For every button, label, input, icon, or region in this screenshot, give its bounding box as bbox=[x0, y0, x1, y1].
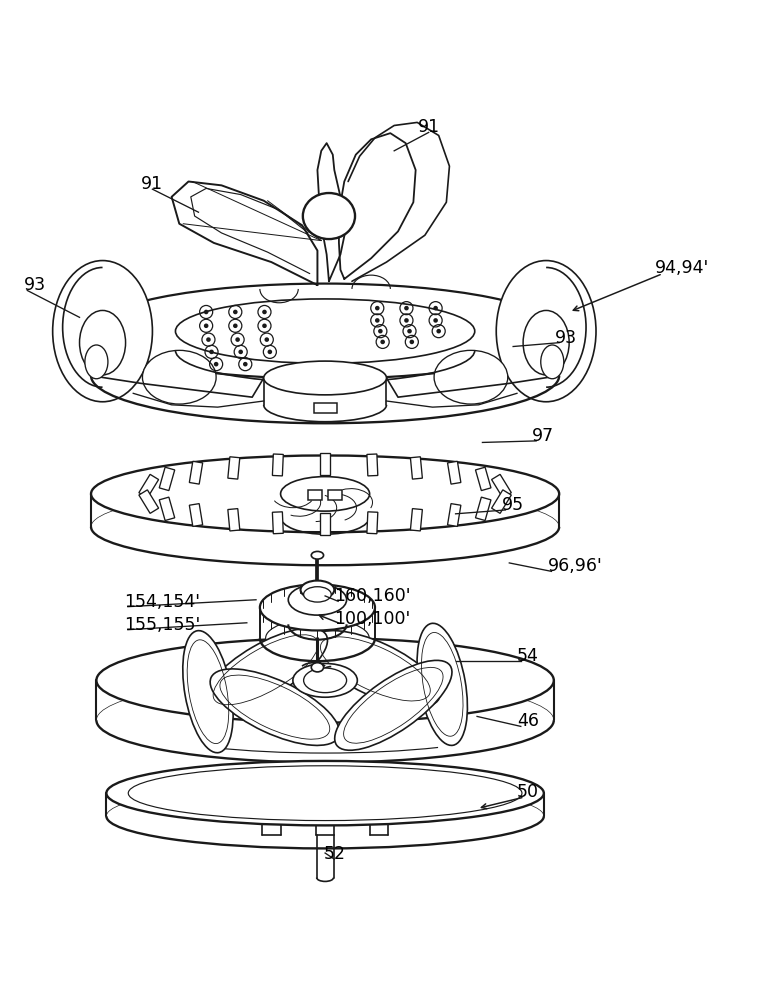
Bar bbox=[159, 497, 175, 521]
Ellipse shape bbox=[311, 631, 440, 707]
Text: 52: 52 bbox=[323, 845, 346, 863]
Text: 46: 46 bbox=[517, 712, 539, 730]
Circle shape bbox=[262, 310, 267, 314]
Bar bbox=[189, 461, 203, 484]
Circle shape bbox=[410, 340, 414, 344]
Circle shape bbox=[407, 329, 412, 333]
Circle shape bbox=[233, 323, 237, 328]
Ellipse shape bbox=[304, 587, 332, 602]
Bar bbox=[410, 509, 422, 531]
Bar bbox=[475, 467, 491, 491]
Circle shape bbox=[262, 323, 267, 328]
Text: 54: 54 bbox=[517, 647, 539, 665]
Bar bbox=[139, 490, 158, 513]
Text: 95: 95 bbox=[502, 496, 524, 514]
Circle shape bbox=[404, 306, 409, 310]
Bar bbox=[272, 454, 284, 476]
Ellipse shape bbox=[264, 361, 386, 395]
Ellipse shape bbox=[281, 477, 369, 511]
Circle shape bbox=[437, 329, 441, 333]
Circle shape bbox=[375, 318, 380, 323]
Circle shape bbox=[209, 350, 214, 354]
Circle shape bbox=[380, 340, 385, 344]
Bar bbox=[139, 474, 158, 498]
Bar bbox=[228, 457, 240, 479]
Bar bbox=[272, 512, 284, 534]
Circle shape bbox=[434, 306, 438, 310]
Circle shape bbox=[267, 350, 272, 354]
Circle shape bbox=[238, 350, 243, 354]
Ellipse shape bbox=[91, 284, 559, 379]
Ellipse shape bbox=[523, 310, 569, 375]
Ellipse shape bbox=[541, 345, 564, 379]
Ellipse shape bbox=[204, 628, 328, 711]
Circle shape bbox=[434, 318, 438, 323]
Ellipse shape bbox=[312, 663, 324, 672]
Text: 100,100': 100,100' bbox=[334, 610, 410, 628]
Bar bbox=[367, 512, 378, 534]
Circle shape bbox=[264, 337, 269, 342]
Bar bbox=[320, 513, 330, 535]
Circle shape bbox=[204, 310, 209, 314]
Ellipse shape bbox=[335, 660, 452, 750]
Bar bbox=[228, 509, 240, 531]
Bar bbox=[159, 467, 175, 491]
Circle shape bbox=[214, 362, 219, 366]
Bar bbox=[448, 461, 461, 484]
Text: 96,96': 96,96' bbox=[547, 557, 602, 575]
Circle shape bbox=[378, 329, 383, 333]
Ellipse shape bbox=[107, 761, 544, 825]
Bar bbox=[308, 490, 322, 500]
Ellipse shape bbox=[303, 193, 355, 239]
Ellipse shape bbox=[182, 631, 233, 753]
Ellipse shape bbox=[91, 455, 559, 532]
Ellipse shape bbox=[53, 261, 152, 402]
Circle shape bbox=[235, 337, 240, 342]
Bar bbox=[492, 490, 511, 513]
Text: 93: 93 bbox=[23, 276, 46, 294]
Ellipse shape bbox=[142, 350, 216, 404]
Ellipse shape bbox=[128, 766, 522, 821]
Circle shape bbox=[233, 310, 237, 314]
Ellipse shape bbox=[80, 310, 125, 375]
Circle shape bbox=[404, 318, 409, 323]
Ellipse shape bbox=[496, 261, 596, 402]
Bar bbox=[475, 497, 491, 521]
Ellipse shape bbox=[293, 663, 357, 697]
Ellipse shape bbox=[175, 299, 475, 363]
Text: 91: 91 bbox=[417, 118, 440, 136]
Bar bbox=[314, 403, 336, 413]
Text: 94,94': 94,94' bbox=[655, 259, 710, 277]
Text: 93: 93 bbox=[555, 329, 577, 347]
Ellipse shape bbox=[260, 584, 375, 630]
Circle shape bbox=[204, 323, 209, 328]
Bar bbox=[448, 504, 461, 526]
Circle shape bbox=[375, 306, 380, 310]
Ellipse shape bbox=[304, 668, 346, 693]
Text: 50: 50 bbox=[517, 783, 539, 801]
Bar bbox=[329, 490, 342, 500]
Ellipse shape bbox=[434, 350, 508, 404]
Ellipse shape bbox=[301, 581, 334, 599]
Bar bbox=[367, 454, 378, 476]
Ellipse shape bbox=[288, 584, 346, 615]
Ellipse shape bbox=[210, 669, 339, 745]
Circle shape bbox=[206, 337, 211, 342]
Bar bbox=[492, 474, 511, 498]
Text: 91: 91 bbox=[141, 175, 164, 193]
Circle shape bbox=[243, 362, 247, 366]
Ellipse shape bbox=[312, 551, 324, 559]
Ellipse shape bbox=[266, 619, 369, 658]
Text: 160,160': 160,160' bbox=[334, 587, 410, 605]
Text: 154,154': 154,154' bbox=[124, 593, 200, 611]
Bar bbox=[189, 504, 203, 526]
Bar bbox=[320, 453, 330, 475]
Text: 97: 97 bbox=[533, 427, 554, 445]
Ellipse shape bbox=[85, 345, 108, 379]
Ellipse shape bbox=[417, 623, 468, 745]
Bar bbox=[410, 457, 422, 479]
Ellipse shape bbox=[97, 638, 553, 723]
Text: 155,155': 155,155' bbox=[124, 616, 200, 634]
